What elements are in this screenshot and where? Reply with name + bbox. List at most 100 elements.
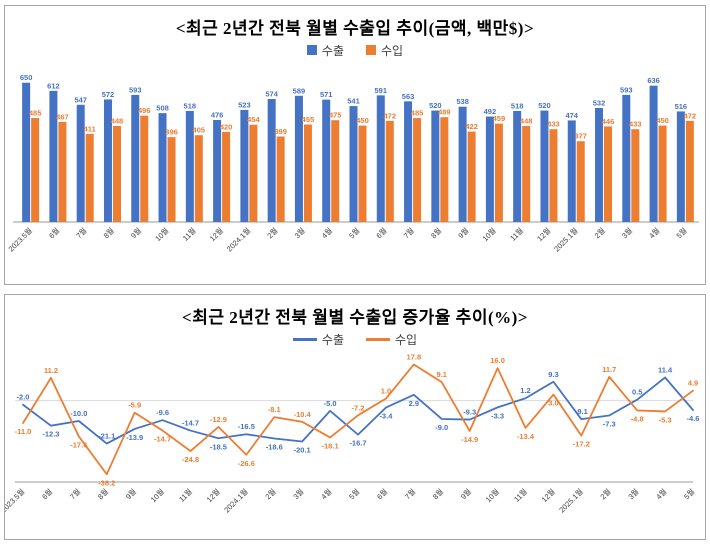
import-bar — [331, 120, 340, 222]
export-bar-value-label: 636 — [647, 76, 660, 85]
x-axis-label: 3월 — [292, 225, 307, 240]
x-axis-label: 6월 — [374, 486, 389, 501]
x-axis-label: 9월 — [128, 225, 143, 240]
x-axis-label: 5월 — [674, 225, 689, 240]
import-bar-value-label: 450 — [356, 116, 369, 125]
export-bar-value-label: 538 — [456, 97, 469, 106]
x-axis-label: 8월 — [95, 486, 110, 501]
export-growth-label: 9.3 — [548, 370, 558, 379]
import-growth-label: -13.4 — [517, 432, 535, 441]
export-bar-value-label: 593 — [129, 85, 142, 94]
export-growth-label: -9.1 — [575, 407, 588, 416]
export-bar-value-label: 571 — [320, 90, 333, 99]
import-bar — [658, 125, 667, 222]
legend-label-import-growth: 수입 — [395, 332, 418, 347]
x-axis-label: 2025.1월 — [551, 225, 579, 253]
import-bar-value-label: 485 — [411, 109, 424, 118]
import-bar-value-label: 489 — [438, 108, 451, 117]
x-axis-label: 2023.5월 — [5, 486, 26, 514]
import-bar-value-label: 496 — [138, 106, 151, 115]
growth-chart-legend: 수출 수입 — [5, 330, 705, 348]
import-bar — [467, 131, 476, 222]
x-axis-label: 2월 — [592, 225, 607, 240]
export-growth-label: 2.9 — [409, 399, 419, 408]
x-axis-label: 7월 — [74, 225, 89, 240]
legend-label-export: 수출 — [321, 43, 344, 58]
x-axis-label: 6월 — [39, 486, 54, 501]
import-bar-value-label: 472 — [684, 111, 697, 120]
import-bar — [522, 126, 531, 222]
import-growth-label: 9.1 — [437, 370, 447, 379]
import-bar-value-label: 454 — [247, 115, 260, 124]
export-bar-value-label: 650 — [20, 73, 33, 82]
import-growth-label: -5.9 — [128, 401, 141, 410]
export-growth-label: -14.7 — [182, 419, 199, 428]
export-bar-value-label: 508 — [156, 104, 169, 113]
export-bar-value-label: 518 — [184, 102, 197, 111]
x-axis-label: 5월 — [347, 225, 362, 240]
import-bar-value-label: 399 — [274, 127, 287, 136]
export-bar-value-label: 520 — [429, 101, 442, 110]
import-bar — [112, 126, 121, 222]
export-growth-label: -2.0 — [17, 393, 30, 402]
import-bar — [576, 141, 585, 222]
import-growth-label: 17.8 — [407, 352, 422, 361]
export-growth-label: -3.4 — [379, 412, 393, 421]
legend-label-export-growth: 수출 — [321, 332, 344, 347]
import-bar — [249, 124, 258, 222]
x-axis-label: 4월 — [319, 486, 334, 501]
x-axis-label: 3월 — [619, 225, 634, 240]
amount-chart-legend: 수출 수입 — [5, 41, 705, 59]
export-growth-label: -3.3 — [491, 411, 504, 420]
import-bar-value-label: 405 — [193, 126, 206, 135]
export-bar — [595, 108, 604, 222]
x-axis-label: 2025.1월 — [557, 486, 585, 514]
x-axis-label: 2024.1월 — [222, 486, 250, 514]
x-axis-label: 3월 — [291, 486, 306, 501]
export-bar — [22, 82, 31, 222]
export-bar — [649, 85, 658, 222]
x-axis-label: 2024.1월 — [224, 225, 252, 253]
import-bar-value-label: 433 — [547, 120, 560, 129]
import-growth-label: -17.2 — [573, 440, 590, 449]
import-growth-label: -14.7 — [154, 435, 171, 444]
import-bar-value-label: 450 — [656, 116, 669, 125]
export-growth-label: -9.0 — [435, 423, 448, 432]
x-axis-label: 10월 — [153, 225, 171, 243]
export-bar — [458, 106, 467, 222]
import-growth-label: -10.4 — [294, 410, 312, 419]
legend-label-import: 수입 — [381, 43, 404, 58]
import-growth-label: 1.0 — [381, 387, 391, 396]
export-bar-value-label: 516 — [675, 102, 688, 111]
export-bar — [240, 109, 249, 222]
import-bar — [685, 120, 694, 222]
import-bar-value-label: 459 — [493, 114, 506, 123]
export-growth-label: -12.3 — [42, 430, 59, 439]
export-growth-label: -9.3 — [463, 408, 476, 417]
import-bar — [58, 121, 67, 222]
x-axis-label: 2월 — [263, 486, 278, 501]
export-bar — [103, 99, 112, 222]
import-bar-value-label: 433 — [629, 120, 642, 129]
import-swatch-icon — [366, 45, 376, 55]
x-axis-label: 4월 — [654, 486, 669, 501]
import-growth-label: -4.8 — [631, 414, 644, 423]
import-bar-value-label: 448 — [520, 117, 533, 126]
export-bar — [49, 90, 58, 222]
x-axis-label: 4월 — [647, 225, 662, 240]
export-bar — [294, 95, 303, 222]
x-axis-label: 8월 — [430, 486, 445, 501]
export-growth-label: -20.1 — [294, 446, 311, 455]
import-bar — [303, 124, 312, 222]
export-bar — [485, 116, 494, 222]
x-axis-label: 10월 — [483, 486, 501, 504]
import-bar-value-label: 455 — [302, 115, 315, 124]
x-axis-label: 2월 — [598, 486, 613, 501]
export-bar-value-label: 591 — [375, 86, 388, 95]
import-bar-value-label: 411 — [84, 124, 96, 133]
import-bar-value-label: 422 — [465, 122, 478, 131]
import-bar — [631, 129, 640, 222]
x-axis-label: 10월 — [480, 225, 498, 243]
export-growth-label: -7.3 — [603, 420, 616, 429]
export-growth-label: -18.5 — [210, 442, 227, 451]
